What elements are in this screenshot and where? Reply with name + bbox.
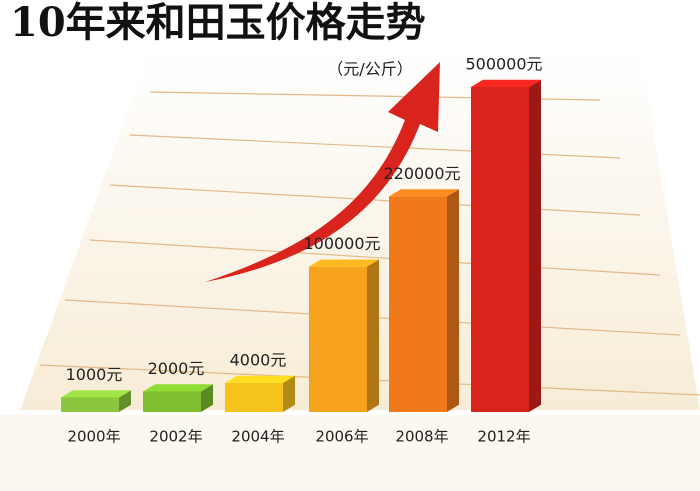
- value-label: 4000元: [230, 350, 287, 369]
- bar-top: [309, 259, 379, 267]
- bar: [309, 266, 367, 412]
- bar: [471, 87, 529, 412]
- x-tick-label: 2012年: [477, 428, 530, 446]
- bar: [225, 382, 283, 412]
- x-tick-label: 2004年: [231, 428, 284, 446]
- value-label: 500000元: [465, 55, 542, 74]
- value-label: 1000元: [66, 365, 123, 384]
- x-tick-label: 2008年: [395, 428, 448, 446]
- bar-side: [529, 79, 541, 413]
- bar-side: [447, 189, 459, 412]
- bar: [61, 397, 119, 412]
- bar-top: [225, 375, 295, 383]
- bar-side: [283, 375, 295, 412]
- bar-top: [471, 79, 541, 87]
- chart-title: 10年来和田玉价格走势: [10, 0, 426, 46]
- bar: [143, 391, 201, 412]
- unit-label: （元/公斤）: [327, 60, 412, 79]
- x-tick-label: 2006年: [315, 428, 368, 446]
- bar-top: [143, 384, 213, 392]
- x-tick-label: 2002年: [149, 428, 202, 446]
- x-tick-label: 2000年: [67, 428, 120, 446]
- bar-top: [61, 390, 131, 398]
- value-label: 2000元: [148, 359, 205, 378]
- bar-side: [367, 259, 379, 412]
- trend-arrow: [205, 62, 440, 282]
- value-label: 220000元: [383, 164, 460, 183]
- bar-top: [389, 189, 459, 197]
- bar: [389, 196, 447, 412]
- value-label: 100000元: [303, 234, 380, 253]
- bar-side: [201, 384, 213, 412]
- bar-side: [119, 390, 131, 412]
